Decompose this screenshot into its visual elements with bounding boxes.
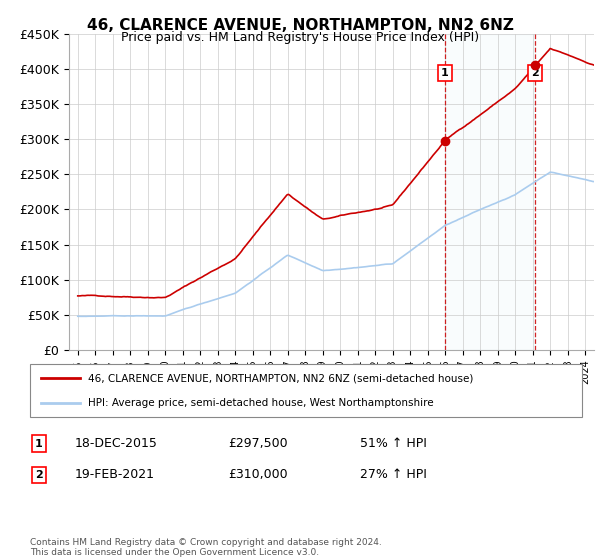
Text: 2: 2 bbox=[35, 470, 43, 480]
Text: HPI: Average price, semi-detached house, West Northamptonshire: HPI: Average price, semi-detached house,… bbox=[88, 398, 434, 408]
Text: 46, CLARENCE AVENUE, NORTHAMPTON, NN2 6NZ (semi-detached house): 46, CLARENCE AVENUE, NORTHAMPTON, NN2 6N… bbox=[88, 374, 473, 384]
Text: 18-DEC-2015: 18-DEC-2015 bbox=[75, 437, 158, 450]
Text: 1: 1 bbox=[441, 68, 449, 78]
Text: £310,000: £310,000 bbox=[228, 468, 287, 482]
Text: 2: 2 bbox=[531, 68, 539, 78]
Text: £297,500: £297,500 bbox=[228, 437, 287, 450]
Text: 19-FEB-2021: 19-FEB-2021 bbox=[75, 468, 155, 482]
Text: 27% ↑ HPI: 27% ↑ HPI bbox=[360, 468, 427, 482]
Text: 46, CLARENCE AVENUE, NORTHAMPTON, NN2 6NZ: 46, CLARENCE AVENUE, NORTHAMPTON, NN2 6N… bbox=[86, 18, 514, 33]
FancyBboxPatch shape bbox=[30, 364, 582, 417]
Text: Price paid vs. HM Land Registry's House Price Index (HPI): Price paid vs. HM Land Registry's House … bbox=[121, 31, 479, 44]
Text: 51% ↑ HPI: 51% ↑ HPI bbox=[360, 437, 427, 450]
Text: Contains HM Land Registry data © Crown copyright and database right 2024.
This d: Contains HM Land Registry data © Crown c… bbox=[30, 538, 382, 557]
Bar bbox=[445, 34, 535, 350]
Text: 1: 1 bbox=[35, 438, 43, 449]
